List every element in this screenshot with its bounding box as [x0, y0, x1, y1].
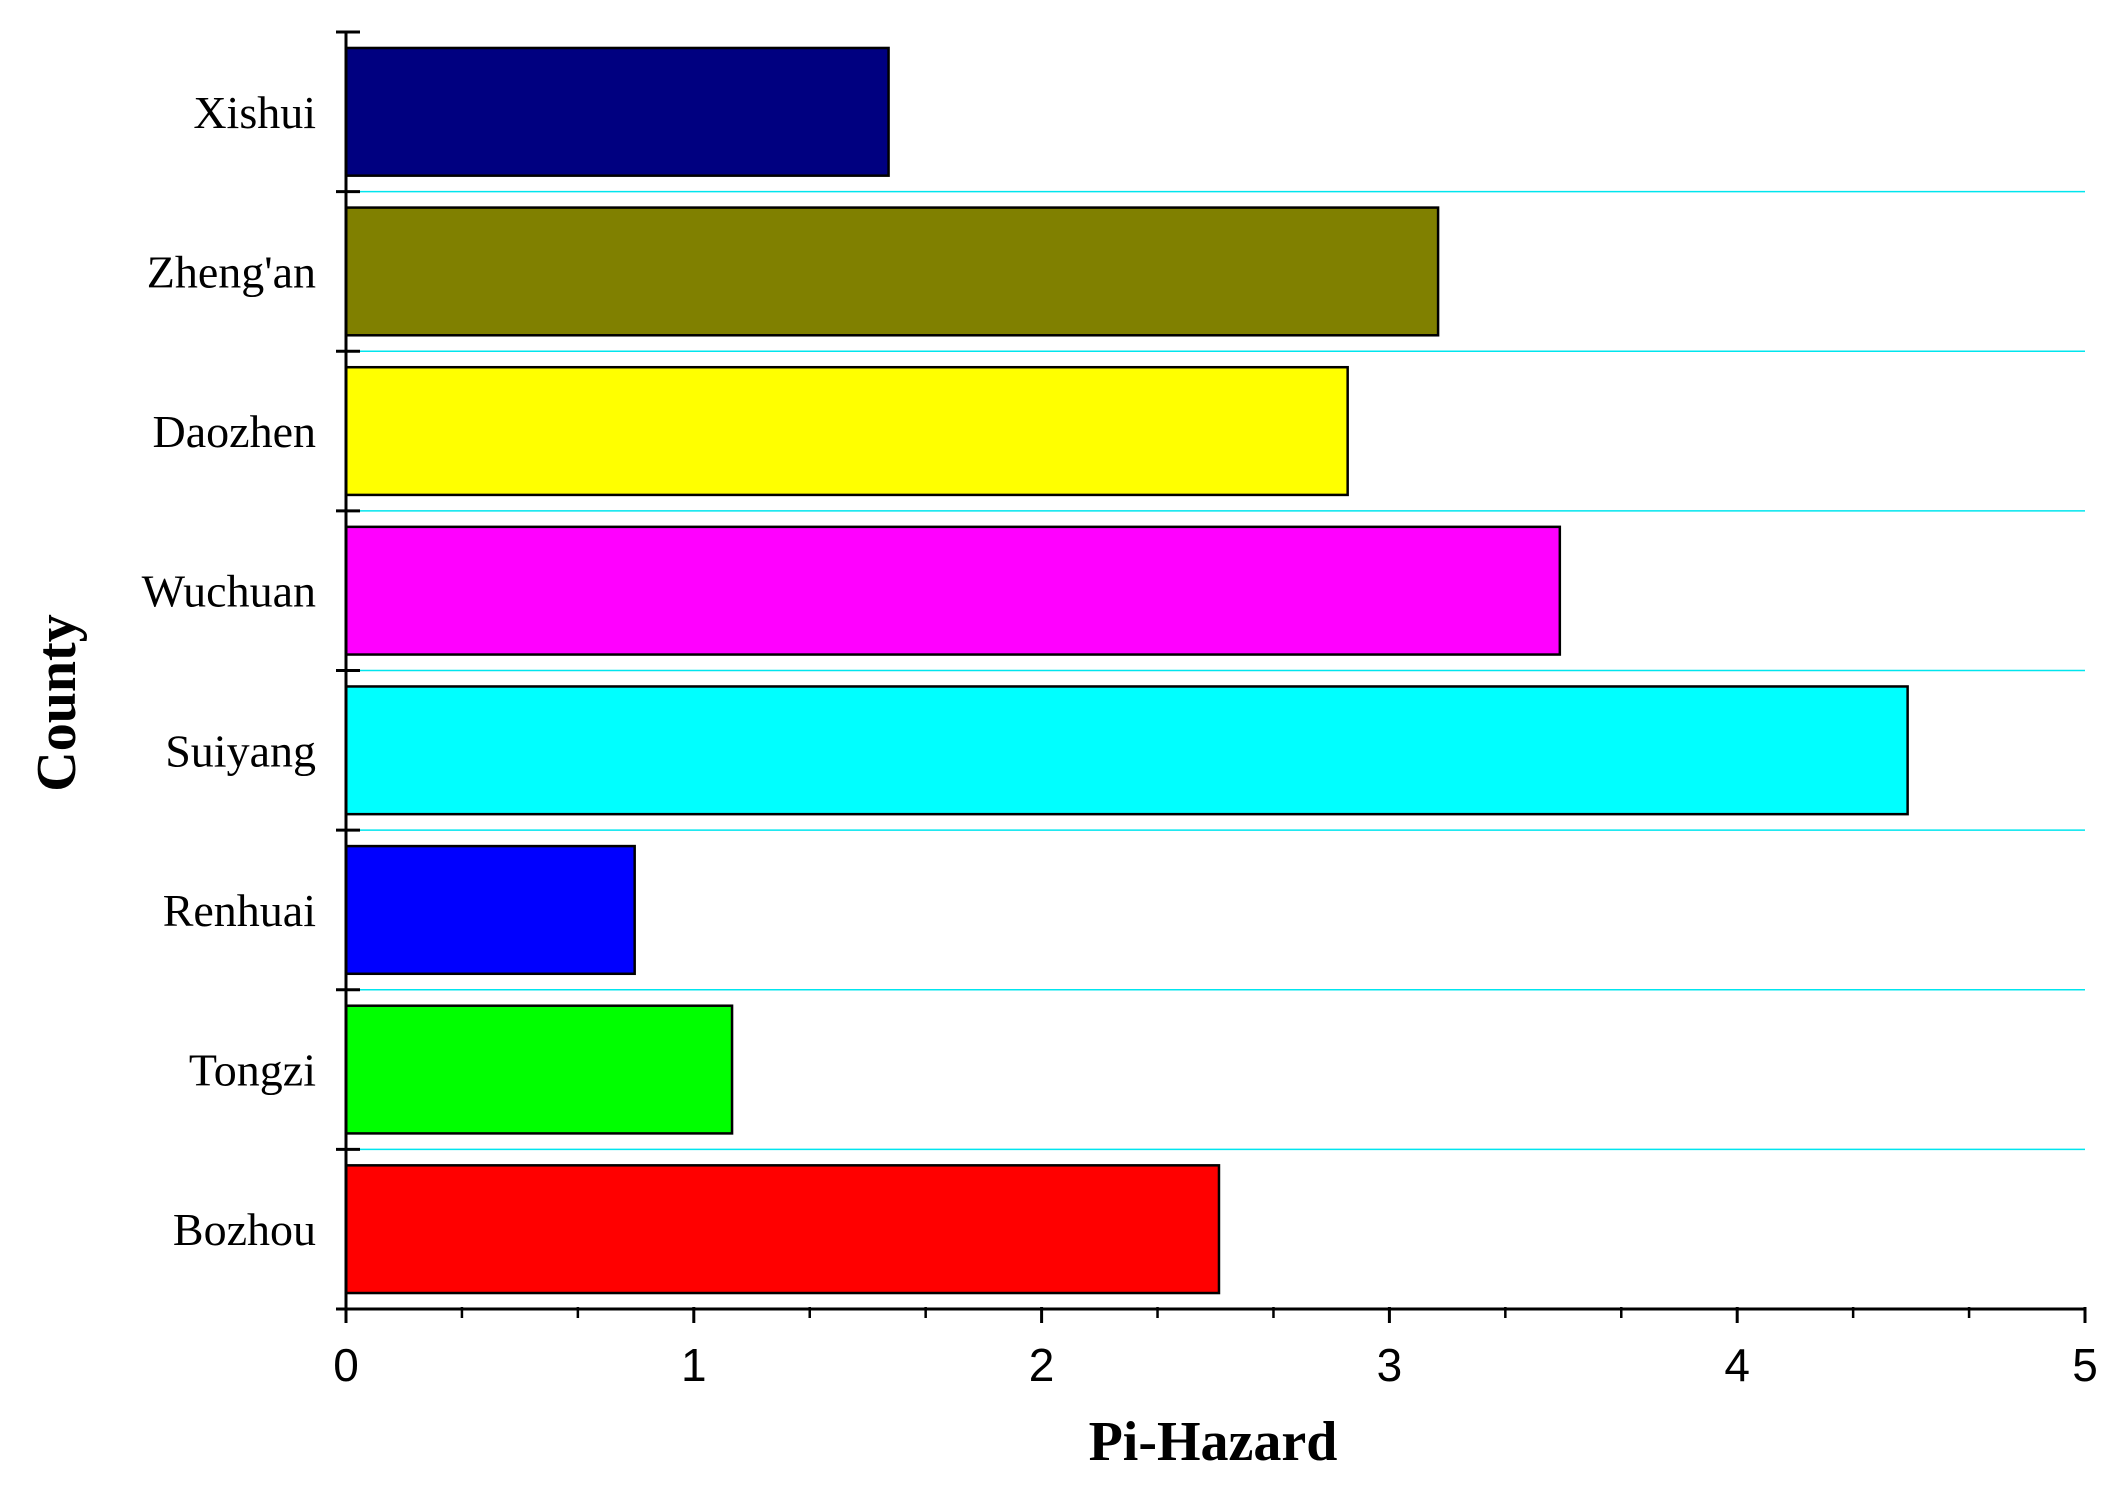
gridlines — [346, 190, 2085, 1151]
bar-suiyang — [344, 685, 1909, 816]
bar-zheng-an — [344, 206, 1440, 337]
bar-daozhen — [344, 365, 1349, 497]
bar-xishui — [344, 46, 890, 177]
axes — [336, 30, 2087, 1323]
bars — [344, 46, 1909, 1295]
y-tick-label: Tongzi — [189, 1045, 316, 1096]
y-tick-labels: Xishui Zheng'an Daozhen Wuchuan Suiyang Renhu… — [142, 87, 316, 1255]
y-axis-title: County — [26, 614, 88, 791]
x-tick-labels: 0 1 2 3 4 5 — [333, 1339, 2098, 1391]
y-tick-label: Bozhou — [173, 1204, 316, 1255]
y-tick-label: Renhuai — [163, 885, 316, 936]
x-tick-label: 2 — [1029, 1339, 1055, 1391]
x-tick-label: 4 — [1724, 1339, 1750, 1391]
x-tick-label: 5 — [2072, 1339, 2098, 1391]
y-tick-label: Zheng'an — [147, 246, 316, 297]
bar-renhuai — [344, 844, 636, 976]
x-tick-label: 1 — [681, 1339, 707, 1391]
bar-bozhou — [344, 1164, 1221, 1295]
x-tick-label: 0 — [333, 1339, 359, 1391]
y-tick-label: Wuchuan — [142, 566, 316, 617]
y-tick-label: Suiyang — [165, 725, 316, 776]
x-tick-label: 3 — [1377, 1339, 1403, 1391]
x-axis-title: Pi-Hazard — [1089, 1411, 1338, 1473]
bar-wuchuan — [344, 525, 1562, 656]
y-tick-label: Xishui — [193, 87, 316, 138]
y-tick-label: Daozhen — [153, 406, 316, 457]
bar-tongzi — [344, 1004, 734, 1135]
